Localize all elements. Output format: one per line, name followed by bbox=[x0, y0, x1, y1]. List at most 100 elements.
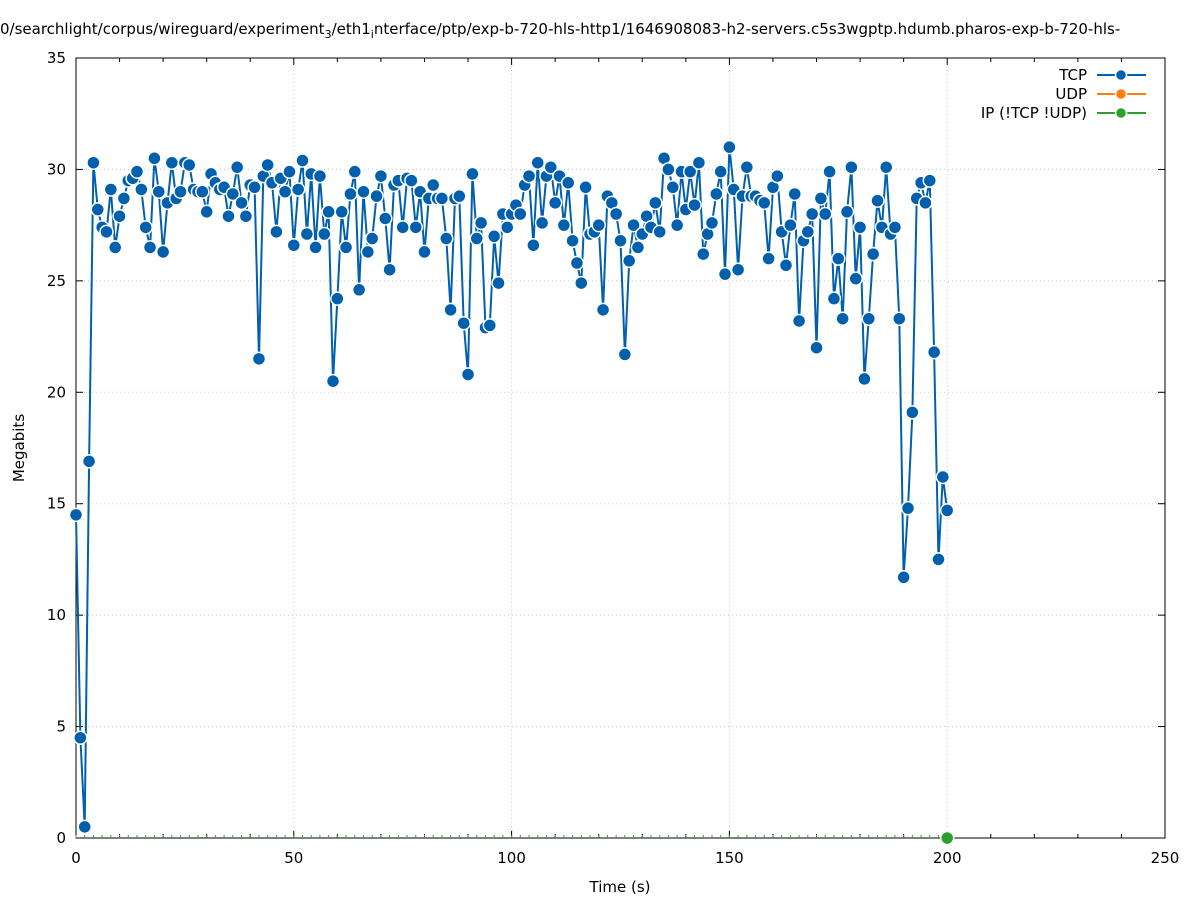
tcp-data-point bbox=[926, 344, 942, 360]
tcp-data-point bbox=[547, 195, 563, 211]
tcp-data-point bbox=[608, 206, 624, 222]
tcp-data-point bbox=[857, 371, 872, 387]
tcp-data-point bbox=[460, 367, 476, 382]
legend-marker bbox=[1114, 68, 1128, 82]
tcp-data-point bbox=[229, 159, 245, 175]
tcp-data-point bbox=[90, 202, 106, 217]
tcp-data-point bbox=[813, 191, 829, 206]
tcp-data-point bbox=[787, 186, 802, 202]
tcp-data-point bbox=[709, 186, 724, 202]
tcp-data-point bbox=[290, 182, 306, 197]
legend-marker bbox=[1114, 87, 1128, 101]
x-tick-label: 200 bbox=[933, 849, 962, 867]
tcp-data-point bbox=[486, 229, 502, 244]
tcp-data-point bbox=[870, 193, 885, 208]
tcp-data-point bbox=[887, 220, 903, 235]
legend-marker bbox=[1114, 106, 1128, 120]
tcp-data-point bbox=[434, 191, 450, 206]
y-tick-label: 35 bbox=[47, 49, 66, 67]
tcp-data-point bbox=[499, 220, 515, 235]
tcp-data-point bbox=[404, 173, 419, 188]
tcp-data-point bbox=[900, 500, 916, 516]
x-tick-label: 100 bbox=[497, 849, 526, 867]
tcp-data-point bbox=[199, 204, 214, 220]
y-tick-label: 25 bbox=[47, 272, 66, 290]
tcp-data-point bbox=[81, 454, 97, 469]
tcp-data-point bbox=[778, 258, 794, 273]
tcp-data-point bbox=[826, 291, 842, 306]
tcp-data-point bbox=[687, 197, 702, 213]
tcp-data-point bbox=[756, 195, 772, 211]
axis-ticks: 0 50 100 150 200 250 0 5 10 15 20 25 30 35 bbox=[47, 49, 1179, 867]
tcp-data-point bbox=[373, 168, 389, 184]
tcp-data-point bbox=[425, 177, 441, 193]
x-tick-label: 250 bbox=[1151, 849, 1180, 867]
tcp-data-point bbox=[521, 168, 537, 184]
y-tick-label: 15 bbox=[47, 495, 66, 513]
tcp-data-point bbox=[722, 139, 737, 155]
tcp-data-point bbox=[142, 240, 158, 255]
tcp-data-point bbox=[338, 240, 354, 255]
tcp-data-point bbox=[112, 208, 127, 224]
tcp-data-point bbox=[469, 231, 485, 246]
tcp-series-line bbox=[75, 146, 949, 828]
tcp-data-point bbox=[939, 503, 955, 518]
tcp-data-point bbox=[713, 164, 728, 179]
tcp-data-point bbox=[299, 226, 315, 242]
tcp-data-point bbox=[918, 195, 933, 211]
y-tick-label: 0 bbox=[56, 829, 66, 847]
x-tick-label: 0 bbox=[71, 849, 81, 867]
tcp-data-point bbox=[77, 819, 92, 835]
tcp-data-point bbox=[661, 162, 676, 177]
plot-frame bbox=[75, 57, 1166, 839]
y-tick-label: 10 bbox=[47, 606, 66, 624]
tcp-data-point bbox=[482, 318, 498, 333]
tcp-data-point bbox=[417, 244, 432, 260]
x-tick-label: 50 bbox=[284, 849, 303, 867]
tcp-data-point bbox=[260, 157, 275, 173]
grid bbox=[76, 58, 1165, 838]
tcp-data-point bbox=[569, 255, 585, 271]
tcp-data-point bbox=[844, 159, 859, 175]
tcp-data-point bbox=[931, 552, 946, 567]
tcp-data-point bbox=[439, 231, 454, 246]
tcp-data-point bbox=[852, 220, 868, 235]
tcp-data-point bbox=[621, 253, 637, 269]
tcp-data-point bbox=[351, 282, 367, 298]
tcp-data-point bbox=[173, 184, 188, 199]
x-tick-label: 150 bbox=[715, 849, 744, 867]
tcp-data-point bbox=[526, 237, 541, 253]
legend-label: IP (!TCP !UDP) bbox=[981, 104, 1087, 122]
tcp-data-point bbox=[138, 220, 153, 235]
tcp-data-point bbox=[195, 184, 210, 199]
y-tick-label: 30 bbox=[47, 160, 66, 178]
tcp-data-point bbox=[452, 188, 467, 204]
tcp-data-point bbox=[682, 164, 698, 179]
tcp-data-point bbox=[648, 195, 663, 211]
tcp-data-point bbox=[822, 164, 837, 179]
tcp-data-point bbox=[247, 180, 262, 195]
tcp-data-point bbox=[543, 159, 559, 175]
tcp-data-point bbox=[134, 182, 149, 197]
tcp-data-point bbox=[905, 405, 920, 420]
tcp-data-point bbox=[225, 186, 241, 202]
tcp-data-point bbox=[308, 240, 323, 255]
tcp-data-point bbox=[369, 188, 384, 204]
tcp-data-point bbox=[534, 215, 550, 231]
tcp-data-point bbox=[761, 251, 776, 266]
tcp-data-point bbox=[295, 153, 310, 168]
tcp-data-point bbox=[665, 180, 681, 195]
tcp-data-point bbox=[839, 204, 855, 220]
tcp-data-point bbox=[282, 164, 297, 179]
tcp-data-point bbox=[382, 262, 397, 277]
tcp-data-point bbox=[630, 240, 646, 255]
tcp-data-point bbox=[269, 224, 284, 240]
ip-tcp-udp-data-point bbox=[939, 830, 955, 846]
tcp-data-point bbox=[103, 182, 119, 197]
tcp-data-point bbox=[330, 291, 345, 306]
tcp-data-point bbox=[578, 180, 593, 195]
tcp-data-point bbox=[652, 224, 667, 240]
legend-label: UDP bbox=[1055, 85, 1087, 103]
